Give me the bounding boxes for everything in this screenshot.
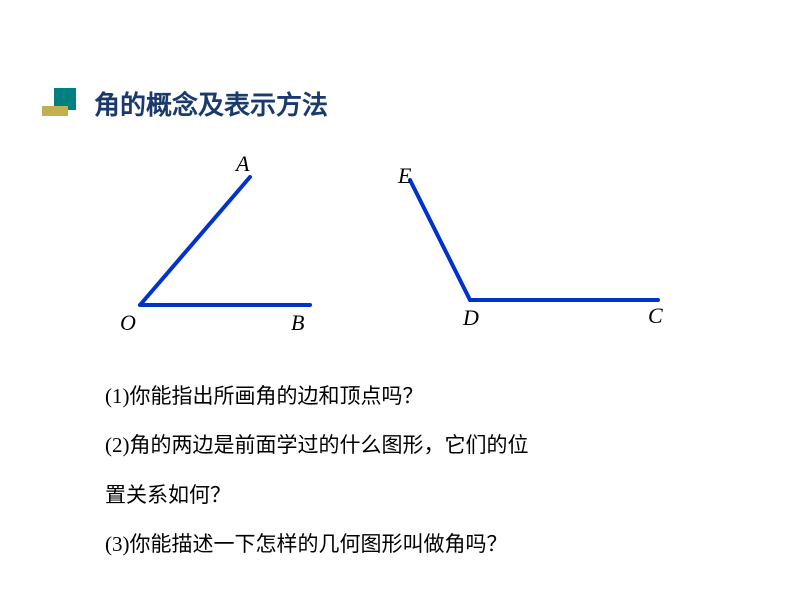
diagram-svg [95, 155, 675, 335]
header: 角的概念及表示方法 [42, 85, 328, 122]
question-1: (1)你能指出所画角的边和顶点吗？ [105, 372, 695, 421]
question-2b: 置关系如何？ [105, 471, 695, 520]
label-C: C [648, 303, 663, 329]
line-DE [410, 180, 470, 300]
header-title: 角的概念及表示方法 [94, 85, 328, 122]
question-2: (2)角的两边是前面学过的什么图形，它们的位 [105, 421, 695, 470]
header-bullet-icon [42, 88, 86, 120]
angle-diagram: A O B E D C [95, 155, 675, 335]
label-A: A [236, 151, 249, 177]
question-3: (3)你能描述一下怎样的几何图形叫做角吗？ [105, 520, 695, 569]
label-B: B [291, 310, 304, 336]
label-O: O [120, 310, 136, 336]
label-D: D [463, 305, 479, 331]
questions-block: (1)你能指出所画角的边和顶点吗？ (2)角的两边是前面学过的什么图形，它们的位… [105, 372, 695, 569]
line-OA [140, 177, 250, 305]
label-E: E [398, 163, 411, 189]
